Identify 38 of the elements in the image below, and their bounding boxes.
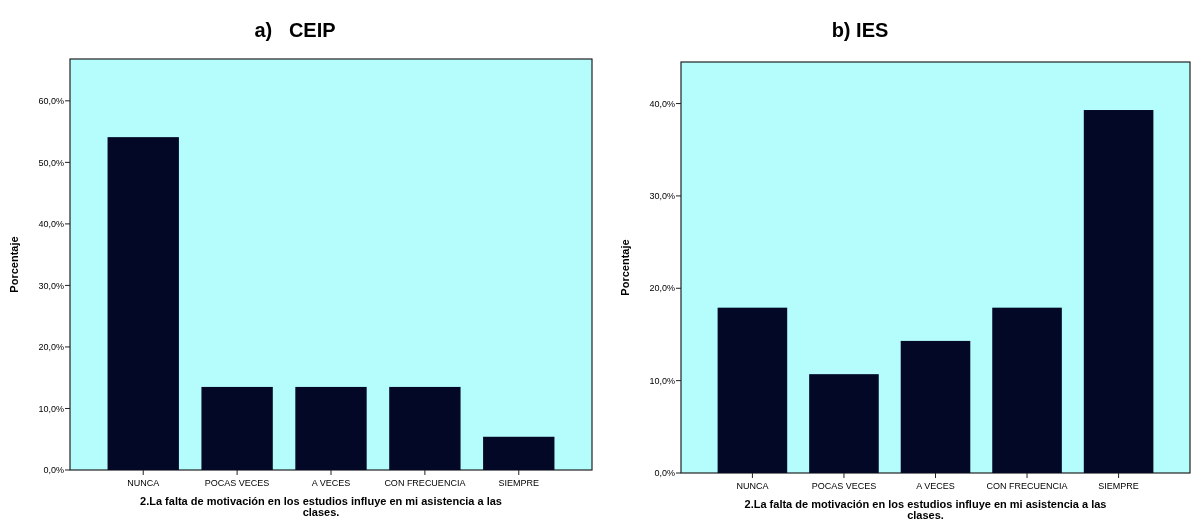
bar xyxy=(295,386,367,470)
x-tick-label: POCAS VECES xyxy=(811,481,877,491)
y-tick-label: 50,0% xyxy=(38,157,64,168)
y-tick-label: 0,0% xyxy=(43,465,64,476)
y-tick-label: 30,0% xyxy=(38,280,64,291)
x-axis-title: 2.La falta de motivación en los estudios influye en mi asistencia a las clases. xyxy=(140,495,502,518)
y-tick-label: 0,0% xyxy=(654,468,675,479)
chart-title: a) CEIP xyxy=(254,19,336,41)
y-tick-label: 30,0% xyxy=(649,191,675,202)
bar xyxy=(717,307,788,473)
x-tick-label: NUNCA xyxy=(736,481,769,491)
x-tick-label: NUNCA xyxy=(127,478,160,488)
y-tick-label: 40,0% xyxy=(649,98,675,109)
y-tick-label: 20,0% xyxy=(38,342,64,353)
x-tick-label: POCAS VECES xyxy=(204,478,270,488)
y-tick-label: 20,0% xyxy=(649,283,675,294)
x-tick-label: SIEMPRE xyxy=(1098,481,1139,491)
bar xyxy=(992,307,1062,473)
x-tick-label: A VECES xyxy=(916,481,955,491)
bar xyxy=(389,386,461,470)
y-tick-label: 10,0% xyxy=(38,403,64,414)
x-tick-label: CON FRECUENCIA xyxy=(986,481,1068,491)
bar xyxy=(201,386,273,470)
x-tick-label: A VECES xyxy=(311,478,351,488)
bar xyxy=(483,436,555,470)
y-tick-label: 60,0% xyxy=(38,95,64,106)
x-axis-title: 2.La falta de motivación en los estudios influye en mi asistencia a las clases. xyxy=(744,498,1107,521)
bar xyxy=(107,137,179,470)
chart-title: b) IES xyxy=(831,19,889,41)
y-axis-title: Porcentaje xyxy=(8,236,20,293)
bar xyxy=(900,340,971,473)
x-tick-label: SIEMPRE xyxy=(498,478,540,488)
y-tick-label: 40,0% xyxy=(38,219,64,230)
x-tick-label: CON FRECUENCIA xyxy=(384,478,466,488)
y-axis-title: Porcentaje xyxy=(619,239,631,296)
bar xyxy=(1083,110,1154,473)
y-tick-label: 10,0% xyxy=(649,375,675,386)
bar xyxy=(809,374,879,473)
